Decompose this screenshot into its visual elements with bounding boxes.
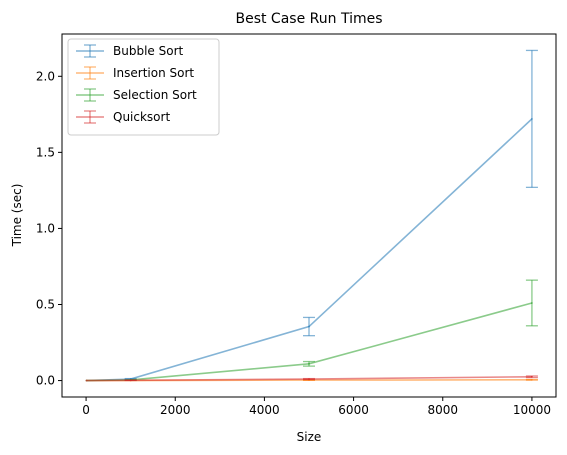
legend-item: Insertion Sort <box>76 66 194 80</box>
plot-area <box>85 49 538 382</box>
y-tick-label: 1.5 <box>36 145 55 159</box>
series-quicksort <box>85 375 538 382</box>
y-tick-label: 0.0 <box>36 374 55 388</box>
y-axis-title: Time (sec) <box>10 184 24 248</box>
y-tick-label: 2.0 <box>36 69 55 83</box>
x-tick-label: 8000 <box>427 403 458 417</box>
legend-frame <box>67 38 220 136</box>
y-tick-label: 1.0 <box>36 221 55 235</box>
series-line <box>86 375 532 382</box>
x-tick-label: 10000 <box>513 403 551 417</box>
data-point <box>85 379 88 382</box>
legend-item: Quicksort <box>76 110 170 124</box>
x-tick-label: 0 <box>82 403 90 417</box>
legend-item: Selection Sort <box>76 88 197 102</box>
legend-label: Bubble Sort <box>113 44 183 58</box>
x-axis-title: Size <box>297 430 322 444</box>
x-tick-label: 2000 <box>160 403 191 417</box>
legend: Bubble Sort Insertion Sort Selection Sort Q… <box>67 38 220 136</box>
x-axis: 0 2000 4000 6000 8000 10000 <box>82 397 551 417</box>
legend-label: Insertion Sort <box>113 66 194 80</box>
y-tick-label: 0.5 <box>36 298 55 312</box>
legend-label: Selection Sort <box>113 88 197 102</box>
chart-title: Best Case Run Times <box>235 11 382 27</box>
legend-item: Bubble Sort <box>76 44 183 58</box>
y-axis: 0.0 0.5 1.0 1.5 2.0 <box>36 69 62 388</box>
plot-frame <box>61 33 557 398</box>
legend-label: Quicksort <box>113 110 170 124</box>
x-tick-label: 4000 <box>249 403 280 417</box>
x-tick-label: 6000 <box>338 403 369 417</box>
